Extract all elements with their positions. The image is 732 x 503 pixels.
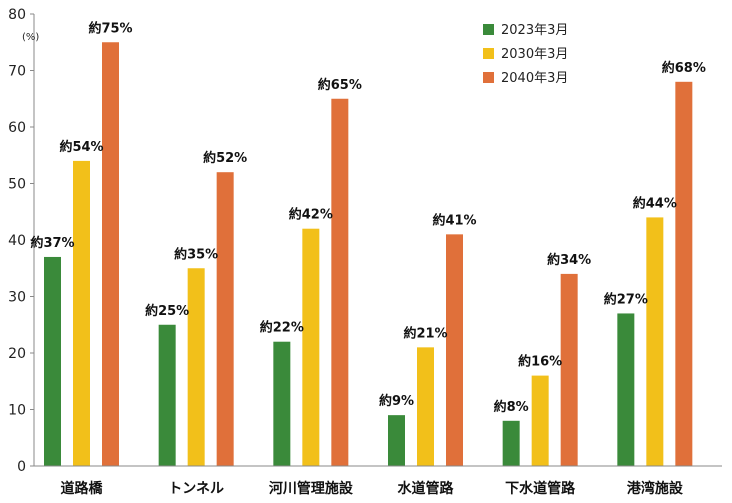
bar [531,375,549,466]
bar [446,234,463,466]
legend-label: 2040年3月 [501,71,568,86]
bar-data-label: 約35% [174,246,218,262]
bar [187,268,205,466]
bar-data-label: 約16% [518,354,562,370]
bar [273,341,291,466]
bar-data-label: 約22% [260,320,304,336]
data-labels-group: 約37% 約54% 約75% 約25% 約35% 約52% 約22% 約42% 約65% 約9% 約… [30,20,705,415]
bar [331,98,349,466]
legend-label: 2023年3月 [501,23,568,38]
bar-data-label: 約54% [59,139,103,155]
bar [73,160,90,466]
bar-data-label: 約9% [379,393,414,409]
bar-data-label: 約8% [494,399,529,415]
legend: 2023年3月 2030年3月 2040年3月 [483,23,568,86]
bar-data-label: 約25% [145,303,189,319]
x-category-label: トンネル [168,481,224,497]
y-tick-label: 10 [8,403,26,419]
bar [158,324,176,466]
y-axis-unit-label: (%) [22,32,39,43]
bar-data-label: 約52% [203,150,247,166]
x-category-label: 水道管路 [398,480,455,497]
bar [388,415,405,466]
y-tick-label: 80 [8,7,26,23]
legend-swatch [483,24,494,35]
bars-group [44,42,693,467]
y-tick-label: 20 [8,346,26,362]
bar [417,347,434,466]
y-tick-label: 0 [17,459,26,475]
legend-swatch [483,48,494,59]
bar [560,273,578,466]
x-category-label: 港湾施設 [627,480,684,497]
y-tick-label: 50 [8,177,26,193]
bar-data-label: 約42% [289,207,333,223]
bar [216,172,234,466]
y-tick-label: 70 [8,64,26,80]
x-category-label: 下水道管路 [505,480,576,497]
bar-data-label: 約41% [432,212,476,228]
x-category-label: 道路橋 [61,480,104,497]
bar-data-label: 約44% [633,195,677,211]
y-tick-label: 30 [8,290,26,306]
bar [646,217,664,466]
bar-data-label: 約27% [604,291,648,307]
bar [502,420,520,466]
x-axis: 道路橋 トンネル 河川管理施設 水道管路 下水道管路 港湾施設 [34,465,722,497]
bar [675,81,693,467]
bar-data-label: 約65% [318,77,362,93]
bar-data-label: 約34% [547,252,591,268]
bar [617,313,635,466]
y-tick-label: 60 [8,120,26,136]
bar-data-label: 約21% [403,325,447,341]
legend-label: 2030年3月 [501,47,568,62]
bar [44,256,61,466]
bar [102,42,119,466]
bar [302,228,320,466]
x-category-label: 河川管理施設 [269,480,354,497]
y-tick-label: 40 [8,233,26,249]
legend-swatch [483,72,494,83]
bar-data-label: 約37% [30,235,74,251]
y-axis: 0 10 20 30 40 50 60 70 80 [8,7,35,475]
bar-data-label: 約68% [662,60,706,76]
bar-data-label: 約75% [88,20,132,36]
